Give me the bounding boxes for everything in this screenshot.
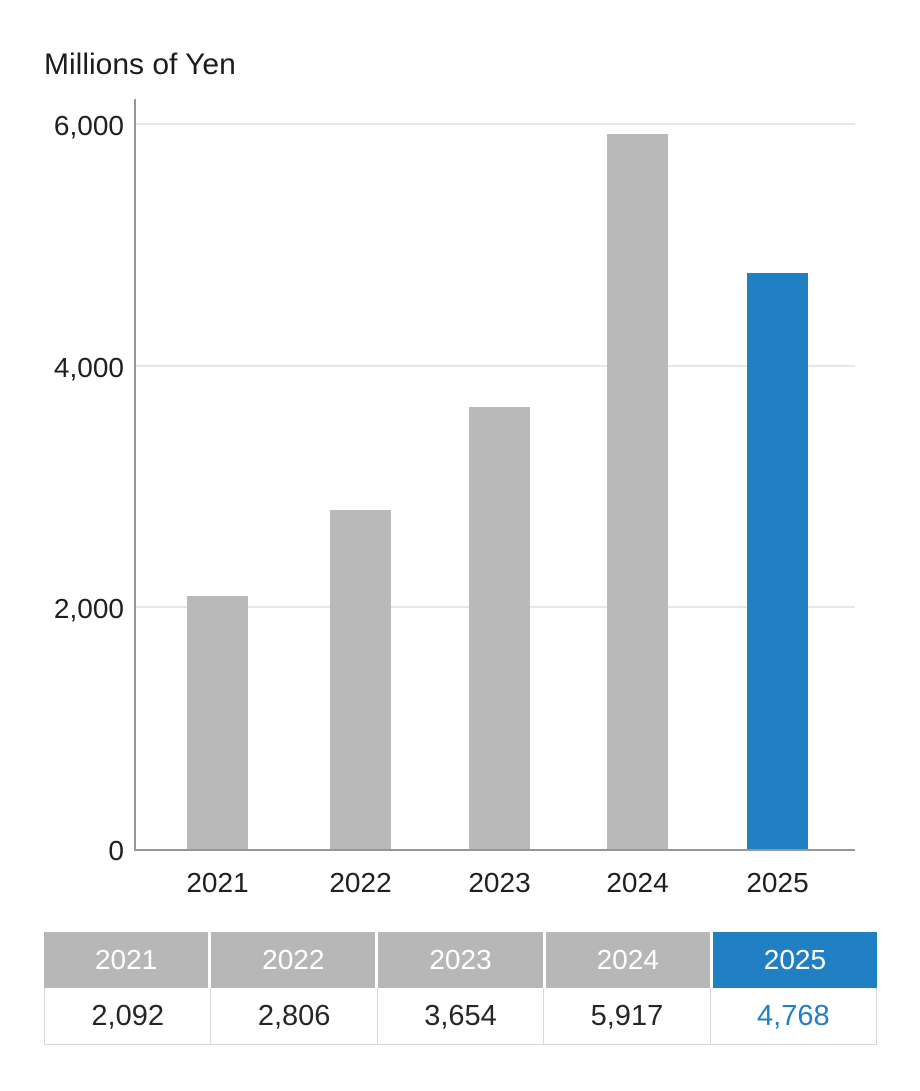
bar-2023	[469, 407, 530, 849]
table-value-2023: 3,654	[378, 988, 545, 1044]
table-header-2023: 2023	[378, 932, 543, 988]
table-header-2022: 2022	[211, 932, 376, 988]
x-axis-label-2025: 2025	[746, 867, 809, 898]
table-header-2021: 2021	[44, 932, 209, 988]
x-axis-label-2023: 2023	[468, 867, 531, 898]
bar-2021	[187, 596, 248, 849]
table-header-2025: 2025	[712, 932, 878, 988]
plot-area	[134, 99, 855, 851]
x-axis-label-2024: 2024	[606, 867, 669, 898]
y-axis-tick-label: 4,000	[53, 351, 124, 383]
chart-title: Millions of Yen	[44, 48, 236, 81]
x-axis-labels: 2021 2022 2023 2024 2025	[136, 851, 855, 906]
bar-2022	[330, 510, 391, 849]
bar-2025	[747, 273, 808, 849]
table-value-2024: 5,917	[544, 988, 711, 1044]
y-axis-tick-label: 0	[108, 835, 124, 866]
gridline	[136, 123, 855, 125]
table-value-2022: 2,806	[211, 988, 378, 1044]
plot-scale-area	[136, 123, 855, 849]
bar-2024	[607, 134, 668, 849]
y-axis-tick-labels: 0 2,000 4,000 6,000	[0, 112, 124, 865]
y-axis-tick-label: 2,000	[53, 593, 124, 625]
x-axis-label-2022: 2022	[329, 867, 392, 898]
x-axis-label-2021: 2021	[186, 867, 249, 898]
gridline	[136, 364, 855, 367]
data-table: 2021 2022 2023 2024 2025 2,092 2,806 3,654 5,91…	[44, 932, 878, 1045]
table-value-row: 2,092 2,806 3,654 5,917 4,768	[44, 988, 877, 1045]
y-axis-tick-label: 6,000	[53, 110, 124, 141]
table-value-2025: 4,768	[757, 999, 830, 1032]
table-header-row: 2021 2022 2023 2024 2025	[44, 932, 878, 988]
table-header-2024: 2024	[545, 932, 710, 988]
table-value-2021: 2,092	[45, 988, 212, 1044]
